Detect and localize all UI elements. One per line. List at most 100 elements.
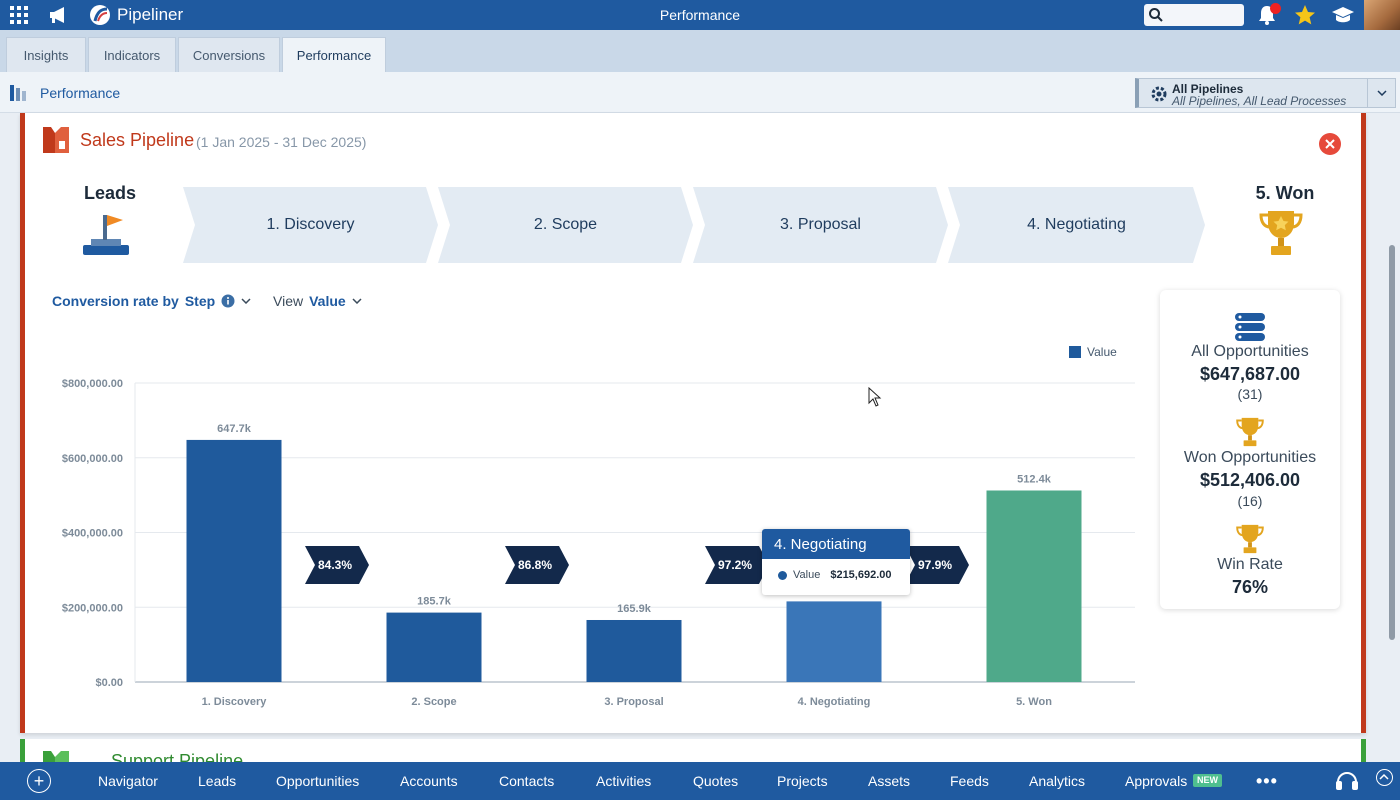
pipeline-icon [43,127,69,153]
support-headset-icon[interactable] [1334,768,1360,794]
bar-scope [386,612,482,682]
legend-label: Value [1087,345,1117,359]
nav-leads[interactable]: Leads [198,773,237,789]
chevron-up-icon [1379,773,1389,780]
x-tick-label: 4. Negotiating [798,696,871,708]
win-rate-label: Win Rate [1217,556,1283,573]
pipeliner-logo[interactable]: Pipeliner [87,4,183,26]
search-icon [1149,8,1163,22]
card-title: Sales Pipeline [80,130,195,150]
bottom-navigation: + Navigator Leads Opportunities Accounts… [0,762,1400,800]
trophy-icon [1236,524,1264,554]
stage-discovery[interactable]: 1. Discovery [183,187,438,263]
database-stack-icon [1235,313,1265,341]
more-menu-button[interactable]: ••• [1256,771,1278,791]
close-card-button[interactable] [1319,133,1341,155]
all-opportunities-label: All Opportunities [1191,343,1309,360]
megaphone-icon[interactable] [48,5,70,25]
bar-proposal [586,619,682,682]
chevron-down-icon [1376,90,1387,96]
stage-proposal[interactable]: 3. Proposal [693,187,948,263]
conversion-rate-label: Conversion rate by [52,293,179,309]
chart-tooltip: 4. Negotiating Value $215,692.00 [762,529,910,595]
new-badge: NEW [1193,774,1222,787]
conversion-arrow [505,546,569,584]
nav-assets[interactable]: Assets [868,773,911,789]
close-icon [1325,139,1335,149]
chevron-down-icon [241,298,251,304]
pipeline-selector[interactable]: All Pipelines All Pipelines, All Lead Pr… [1135,78,1396,108]
conversion-rate-label: 97.2% [718,558,752,572]
stage-chevron [948,187,1205,263]
pipeline-selector-subtitle: All Pipelines, All Lead Processes [1172,94,1347,108]
conversion-rate-selector[interactable]: Conversion rate by Step [52,293,251,309]
nav-accounts[interactable]: Accounts [400,773,458,789]
nav-approvals[interactable]: Approvals [1125,773,1188,789]
stage-chevron [183,187,438,263]
won-opportunities-count: (16) [1237,493,1263,509]
tab-insights[interactable]: Insights [6,37,86,72]
tab-indicators[interactable]: Indicators [88,37,176,72]
stage-label: 4. Negotiating [1027,216,1126,233]
win-rate-value: 76% [1231,577,1269,597]
mouse-cursor-icon [868,387,882,407]
summary-panel: All Opportunities $647,687.00 (31) Won O… [1160,290,1340,609]
won-opportunities-label: Won Opportunities [1183,449,1317,466]
add-button[interactable]: + [27,769,51,793]
conversion-rate-value: Step [184,293,216,309]
view-selector[interactable]: View Value [273,293,362,309]
leads-flag-icon [83,215,129,255]
user-avatar[interactable] [1364,0,1400,30]
nav-activities[interactable]: Activities [596,773,652,789]
x-tick-label: 5. Won [1016,696,1052,708]
trophy-icon [1259,211,1303,255]
nav-analytics[interactable]: Analytics [1029,773,1086,789]
x-tick-label: 3. Proposal [604,696,663,708]
chart-legend[interactable]: Value [1069,345,1117,359]
search-input[interactable] [1144,4,1244,26]
stage-scope[interactable]: 2. Scope [438,187,693,263]
favorites-star-icon[interactable] [1294,4,1316,26]
breadcrumb-bar: Performance All Pipelines All Pipelines,… [0,72,1400,113]
gear-icon [1151,86,1167,102]
stage-label: 3. Proposal [780,216,861,233]
stage-negotiating[interactable]: 4. Negotiating [948,187,1205,263]
tooltip-title: 4. Negotiating [762,529,910,559]
stage-chevron [693,187,948,263]
info-icon[interactable] [221,294,235,308]
stage-chevron [438,187,693,263]
bar-data-label: 647.7k [217,423,252,435]
academy-cap-icon[interactable] [1331,5,1355,25]
conversion-rate-label: 97.9% [918,558,952,572]
nav-contacts[interactable]: Contacts [499,773,555,789]
bar-data-label: 512.4k [1017,473,1052,485]
stage-label: 2. Scope [533,216,598,233]
chevron-down-icon [352,298,362,304]
nav-projects[interactable]: Projects [777,773,828,789]
tab-performance[interactable]: Performance [282,37,386,72]
nav-opportunities[interactable]: Opportunities [276,773,360,789]
leads-label: Leads [83,183,137,203]
nav-navigator[interactable]: Navigator [98,773,158,789]
nav-quotes[interactable]: Quotes [693,773,739,789]
page-scrollbar[interactable] [1389,245,1395,640]
performance-icon [10,85,26,101]
scroll-top-button[interactable] [1376,769,1393,786]
value-bar-chart: $0.00 $200,000.00 $400,000.00 $600,000.00 $8… [62,378,1135,708]
y-tick-label: $400,000.00 [62,528,123,540]
app-name: Pipeliner [117,5,184,24]
pipeline-dropdown-button[interactable] [1367,79,1395,107]
x-tick-label: 2. Scope [411,696,456,708]
bar-discovery [186,439,282,682]
apps-grid-icon[interactable] [10,6,30,24]
top-bar: Pipeliner Performance [0,0,1400,30]
breadcrumb[interactable]: Performance [40,85,121,101]
bar-won [986,490,1082,682]
nav-feeds[interactable]: Feeds [950,773,989,789]
view-label: View [273,293,304,309]
tab-conversions[interactable]: Conversions [178,37,280,72]
bar-data-label: 185.7k [417,596,452,608]
pipeliner-logo-icon [90,5,110,25]
pipeline-selector-title: All Pipelines [1172,82,1244,96]
y-tick-label: $600,000.00 [62,453,123,465]
